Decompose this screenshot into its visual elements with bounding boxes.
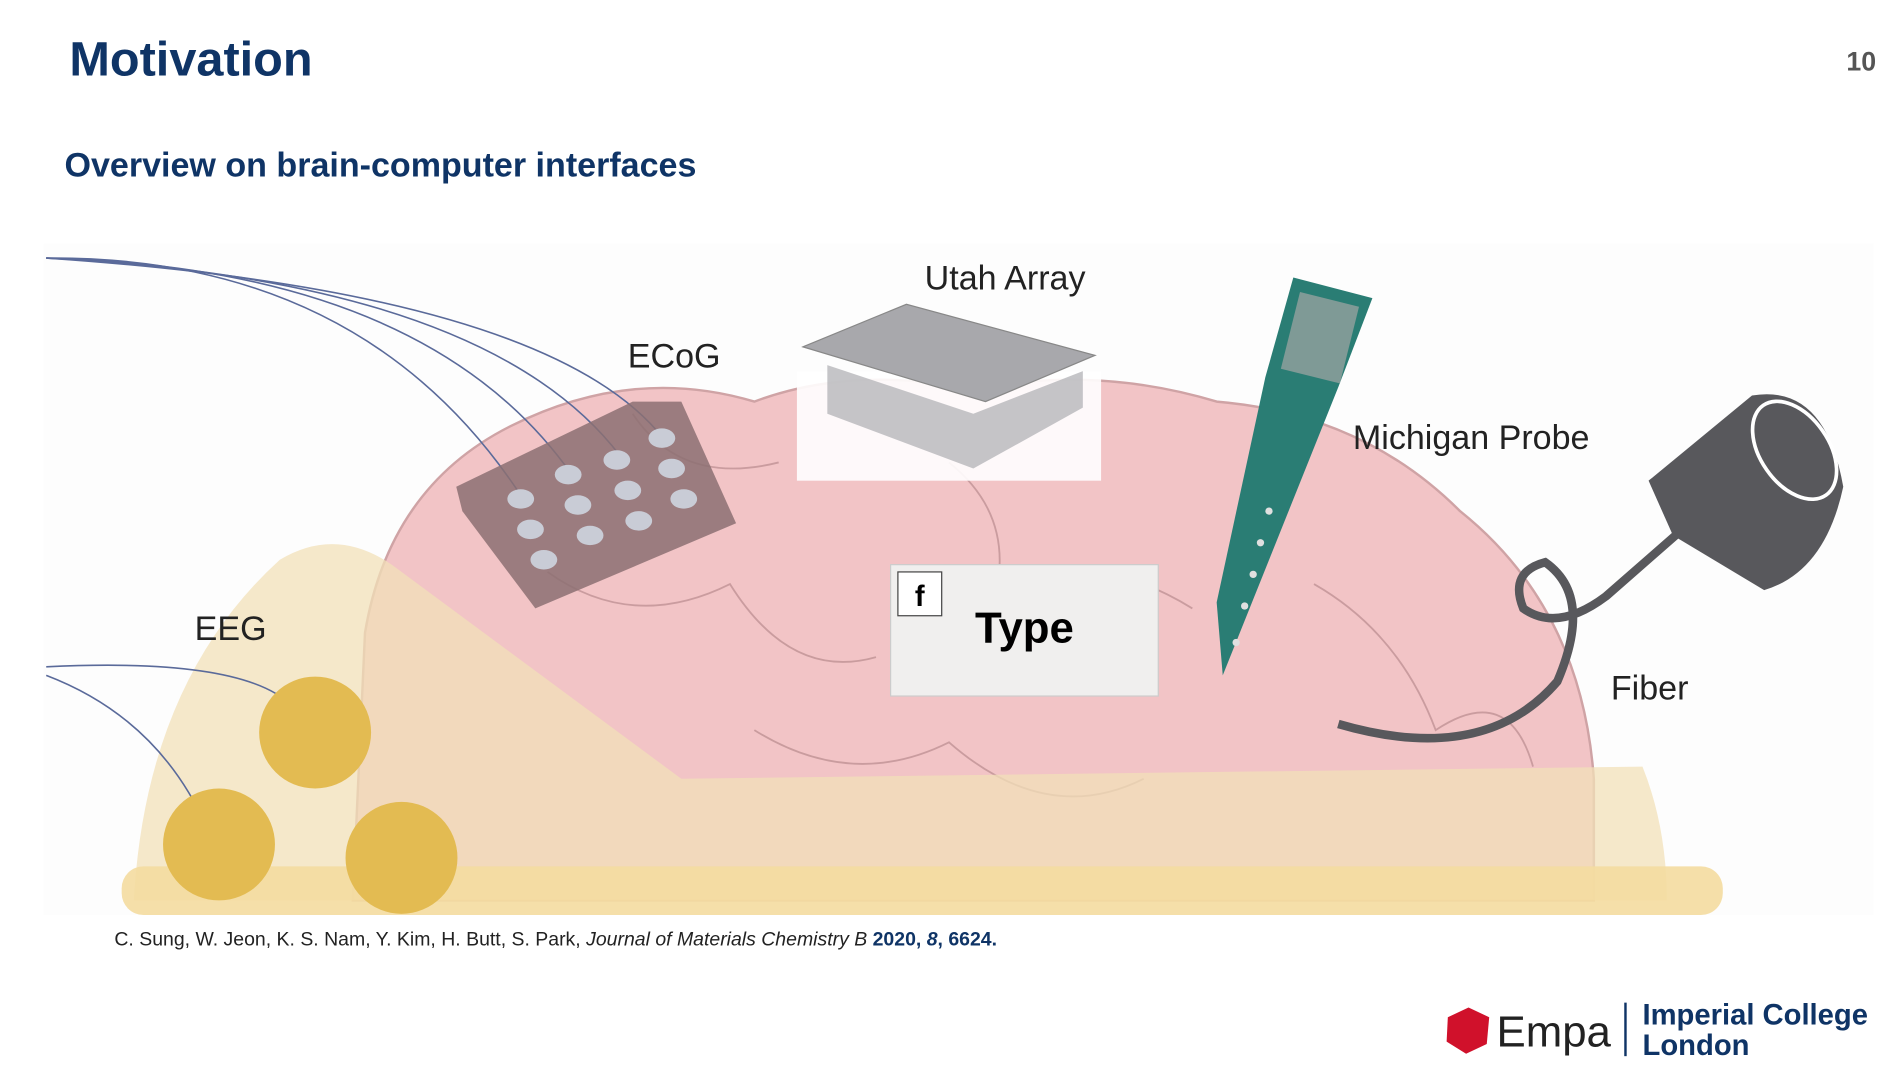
overlay-text: Type	[975, 604, 1074, 653]
logos: Empa Imperial College London	[1446, 1000, 1868, 1062]
imperial-logo-2: London	[1643, 1030, 1750, 1062]
label-michigan: Michigan Probe	[1353, 419, 1590, 457]
overlay-icon: f	[915, 581, 925, 613]
label-fiber: Fiber	[1611, 670, 1689, 708]
citation-pages: , 6624.	[938, 928, 998, 950]
label-ecog: ECoG	[628, 338, 721, 376]
title: Motivation	[69, 33, 312, 87]
label-eeg: EEG	[195, 610, 267, 648]
page-number: 10	[1846, 47, 1876, 77]
citation-journal: Journal of Materials Chemistry B	[585, 928, 867, 950]
label-utah: Utah Array	[925, 260, 1086, 298]
citation-authors: C. Sung, W. Jeon, K. S. Nam, Y. Kim, H. …	[114, 928, 586, 950]
citation: C. Sung, W. Jeon, K. S. Nam, Y. Kim, H. …	[114, 928, 997, 950]
imperial-logo-1: Imperial College	[1643, 1000, 1868, 1032]
subtitle: Overview on brain-computer interfaces	[64, 147, 696, 185]
citation-volume: 8	[927, 928, 938, 950]
empa-logo: Empa	[1497, 1007, 1612, 1056]
citation-year: 2020,	[867, 928, 927, 950]
figure: f Type Utah Array ECoG Michigan Probe EE…	[43, 243, 1874, 916]
